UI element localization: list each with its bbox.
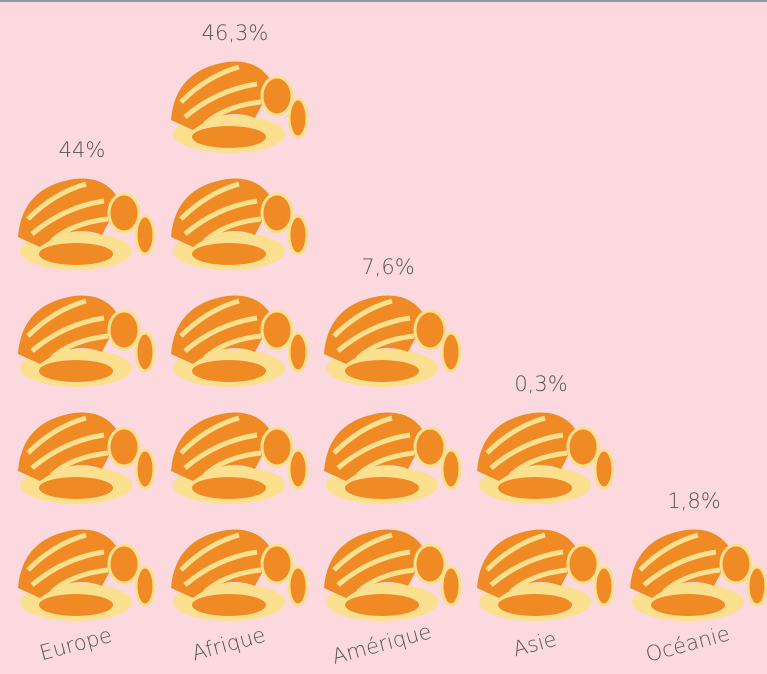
value-label: 1,8% (667, 489, 720, 513)
value-label: 46,3% (202, 21, 269, 45)
value-label: 44% (59, 138, 106, 162)
value-label: 0,3% (514, 372, 567, 396)
icon-stack (324, 295, 460, 621)
chart: 44%Europe46,3%Afrique7,6%Amérique0,3%Asi… (0, 0, 767, 674)
value-label: 7,6% (361, 255, 414, 279)
